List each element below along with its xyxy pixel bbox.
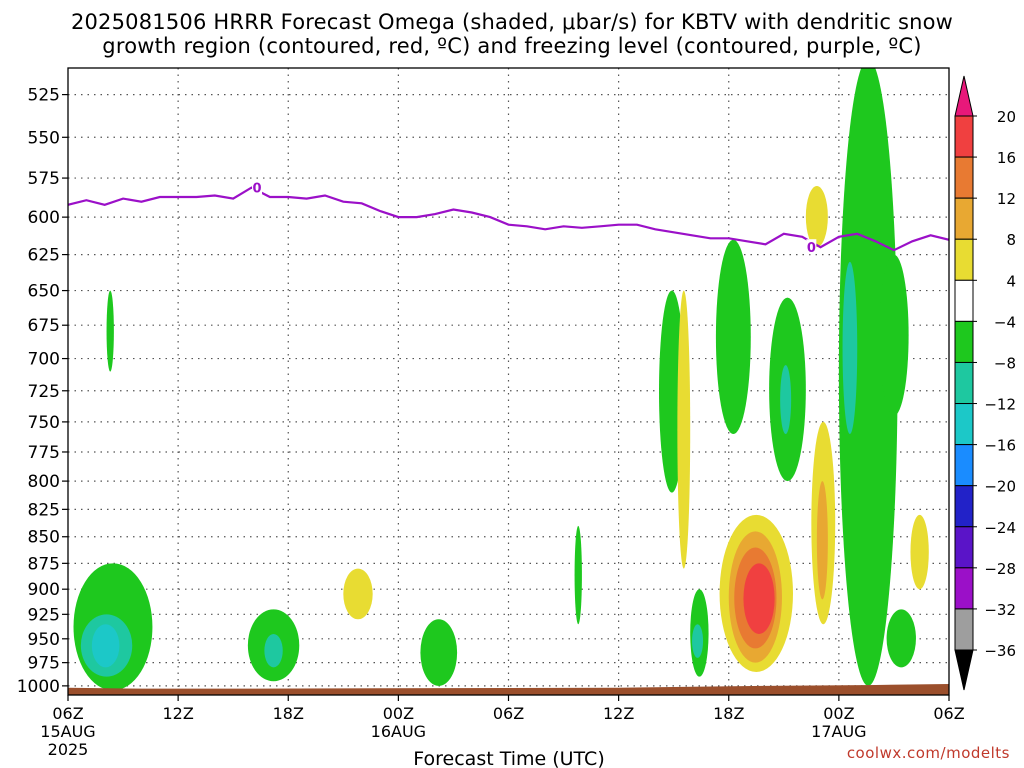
x-tick-date: 15AUG — [40, 722, 95, 741]
y-tick-label: 1000 — [17, 677, 60, 697]
y-tick-label: 775 — [28, 443, 60, 463]
colorbar-label: 4 — [1006, 272, 1016, 290]
omega-region — [343, 568, 373, 620]
colorbar-bin — [954, 361, 974, 405]
y-tick-label: 525 — [28, 86, 60, 106]
y-tick-label: 625 — [28, 246, 60, 266]
omega-region — [886, 609, 916, 668]
omega-region — [780, 365, 792, 435]
freezing-level-label: 0 — [253, 182, 262, 197]
contour-label-bg — [806, 239, 817, 255]
omega-region — [816, 481, 828, 600]
y-tick-label: 650 — [28, 282, 60, 302]
colorbar-label: 12 — [997, 190, 1016, 208]
x-tick-label: 06Z — [493, 704, 524, 723]
colorbar-label: 8 — [1006, 231, 1016, 249]
terrain-surface — [68, 684, 949, 695]
x-tick-label: 00Z — [823, 704, 854, 723]
omega-region — [879, 254, 909, 416]
x-tick-label: 06Z — [52, 704, 83, 723]
y-tick-label: 975 — [28, 654, 60, 674]
y-tick-label: 875 — [28, 554, 60, 574]
colorbar-bin — [954, 238, 974, 281]
colorbar-label: 16 — [997, 149, 1016, 167]
x-tick-label: 06Z — [933, 704, 964, 723]
colorbar-label: −36 — [984, 642, 1016, 660]
y-tick-label: 550 — [28, 128, 60, 148]
colorbar: 20 16 12 8 4 −4 −8 −12 −16 −20 −24 −28 −32 −36 — [954, 75, 1016, 691]
y-axis: 525 550 575 600 625 650 675 700 725 750 775 800 825 8… — [17, 86, 68, 697]
colorbar-bin — [954, 320, 974, 363]
y-tick-label: 825 — [28, 500, 60, 520]
omega-region — [715, 239, 751, 435]
freezing-level-contour: 00 — [68, 179, 949, 256]
omega-region — [574, 525, 582, 625]
x-axis-title: Forecast Time (UTC) — [413, 748, 604, 768]
colorbar-bin — [954, 115, 974, 158]
omega-region — [91, 624, 120, 668]
omega-region — [677, 290, 691, 569]
colorbar-bin — [954, 279, 974, 322]
colorbar-bin — [954, 156, 974, 199]
y-tick-label: 600 — [28, 208, 60, 228]
colorbar-bin — [954, 608, 974, 651]
omega-region — [106, 290, 114, 372]
y-tick-label: 700 — [28, 350, 60, 370]
colorbar-label: 20 — [997, 108, 1016, 126]
y-tick-label: 900 — [28, 580, 60, 600]
colorbar-top-arrow — [954, 75, 974, 117]
freezing-level-label: 0 — [807, 241, 816, 256]
omega-region — [743, 563, 775, 634]
y-tick-label: 750 — [28, 413, 60, 433]
y-tick-label: 925 — [28, 605, 60, 625]
freezing-level-line — [68, 186, 949, 252]
omega-region — [910, 514, 929, 590]
colorbar-bin — [954, 526, 974, 569]
colorbar-label: −20 — [984, 478, 1016, 496]
colorbar-label: −28 — [984, 560, 1016, 578]
colorbar-label: −4 — [994, 313, 1016, 331]
y-tick-label: 725 — [28, 382, 60, 402]
colorbar-label: −24 — [984, 519, 1016, 537]
chart-title-line1: 2025081506 HRRR Forecast Omega (shaded, … — [70, 10, 954, 34]
chart-title-line2: growth region (contoured, red, ºC) and f… — [102, 34, 922, 58]
y-tick-label: 675 — [28, 316, 60, 336]
x-tick-label: 12Z — [162, 704, 193, 723]
terrain — [68, 684, 949, 695]
y-tick-label: 800 — [28, 472, 60, 492]
omega-shading — [73, 68, 929, 691]
colorbar-bottom-arrow — [954, 649, 974, 691]
omega-region — [692, 624, 704, 658]
colorbar-label: −32 — [984, 601, 1016, 619]
x-tick-label: 00Z — [383, 704, 414, 723]
omega-region — [805, 186, 828, 248]
credit-text: coolwx.com/modelts — [846, 744, 1010, 762]
colorbar-bin — [954, 444, 974, 487]
x-tick-label: 18Z — [713, 704, 744, 723]
omega-region — [264, 633, 283, 668]
y-tick-label: 575 — [28, 169, 60, 189]
x-tick-date: 17AUG — [811, 722, 866, 741]
colorbar-bin — [954, 485, 974, 528]
y-tick-label: 850 — [28, 528, 60, 548]
x-tick-date: 16AUG — [371, 722, 426, 741]
colorbar-label: −12 — [984, 396, 1016, 414]
colorbar-bin — [954, 567, 974, 610]
contour-label-bg — [252, 179, 263, 195]
colorbar-bin — [954, 197, 974, 240]
y-tick-label: 950 — [28, 630, 60, 650]
colorbar-label: −16 — [984, 437, 1016, 455]
x-tick-year: 2025 — [48, 740, 89, 759]
colorbar-label: −8 — [994, 354, 1016, 372]
x-tick-label: 18Z — [273, 704, 304, 723]
x-tick-label: 12Z — [603, 704, 634, 723]
omega-region — [420, 619, 458, 686]
omega-region — [838, 68, 898, 686]
colorbar-bin — [954, 403, 974, 446]
omega-region — [842, 261, 858, 435]
